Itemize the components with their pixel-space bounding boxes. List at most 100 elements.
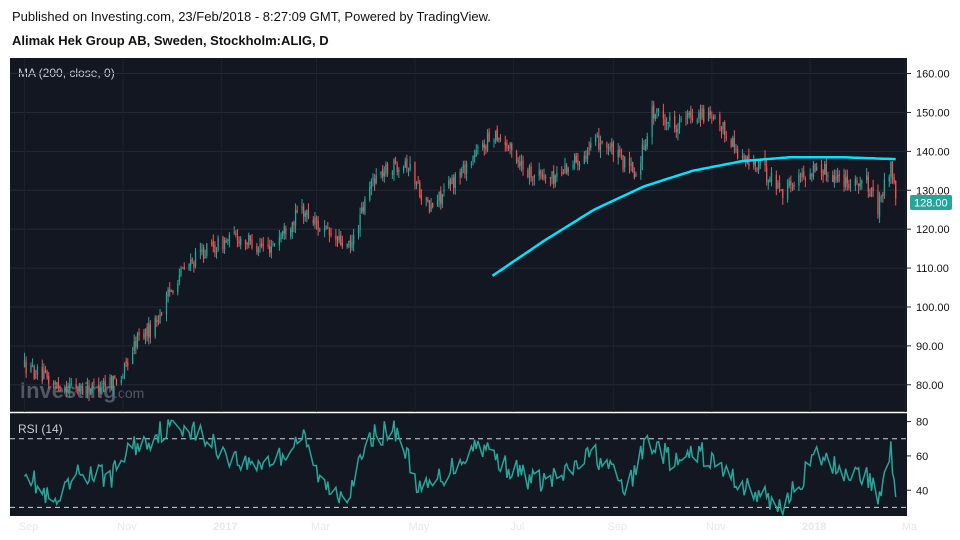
candle-body bbox=[270, 246, 273, 253]
candle-body bbox=[370, 181, 373, 189]
candle-body bbox=[101, 386, 103, 390]
candle-body bbox=[690, 111, 692, 118]
candle-body bbox=[420, 195, 423, 201]
candle-body bbox=[235, 233, 237, 236]
candle-body bbox=[143, 333, 145, 339]
candle-body bbox=[854, 178, 857, 187]
candle-body bbox=[674, 115, 676, 129]
candle-body bbox=[346, 244, 348, 247]
candle-body bbox=[177, 283, 179, 292]
candle-body bbox=[540, 171, 542, 174]
candle-body bbox=[285, 228, 287, 235]
candle-body bbox=[574, 154, 576, 164]
candle-body bbox=[127, 362, 129, 366]
ma-200-line bbox=[491, 155, 896, 277]
candle-body bbox=[312, 219, 314, 224]
candle-body bbox=[803, 171, 805, 177]
candle-body bbox=[816, 166, 818, 171]
candle-body bbox=[640, 162, 642, 175]
candle-body bbox=[691, 115, 694, 121]
candle-body bbox=[138, 332, 140, 336]
candle-body bbox=[338, 236, 340, 242]
candle-body bbox=[278, 237, 281, 246]
candle-body bbox=[488, 131, 490, 142]
candle-body bbox=[43, 370, 45, 380]
candle-body bbox=[267, 244, 269, 247]
candle-body bbox=[611, 143, 613, 147]
candle-body bbox=[206, 243, 208, 256]
price-tick-label: 80.00 bbox=[916, 380, 944, 392]
candle-body bbox=[77, 389, 79, 391]
candle-body bbox=[664, 118, 666, 126]
candle-body bbox=[301, 206, 303, 210]
candle-body bbox=[507, 147, 510, 149]
candle-body bbox=[845, 177, 847, 187]
candle-body bbox=[793, 184, 795, 188]
candle-body bbox=[782, 188, 784, 198]
candle-body bbox=[294, 209, 297, 226]
candle-body bbox=[530, 166, 532, 179]
candle-body bbox=[798, 174, 800, 186]
candle-body bbox=[494, 130, 497, 141]
candle-body bbox=[438, 192, 440, 201]
published-info: Published on Investing.com, 23/Feb/2018 … bbox=[12, 9, 491, 24]
candle-body bbox=[888, 176, 890, 182]
candle-body bbox=[836, 174, 839, 182]
candle-body bbox=[554, 175, 556, 185]
candle-body bbox=[135, 340, 137, 348]
candle-body bbox=[249, 235, 252, 241]
time-tick-label: 2017 bbox=[213, 521, 237, 533]
candle-body bbox=[833, 175, 836, 184]
candle-body bbox=[70, 383, 72, 385]
candle-body bbox=[98, 384, 100, 393]
candle-body bbox=[848, 183, 850, 188]
candle-body bbox=[291, 222, 293, 232]
candle-body bbox=[561, 172, 563, 174]
candle-body bbox=[483, 144, 485, 149]
candle-body bbox=[657, 110, 660, 112]
candle-body bbox=[44, 368, 47, 373]
candle-body bbox=[25, 362, 27, 374]
candle-body bbox=[335, 235, 337, 240]
price-grid bbox=[10, 58, 907, 412]
candle-body bbox=[110, 375, 113, 389]
candle-body bbox=[69, 384, 71, 391]
candle-body bbox=[428, 200, 431, 213]
candle-body bbox=[583, 155, 585, 164]
candle-body bbox=[93, 381, 95, 383]
candle-body bbox=[756, 168, 758, 170]
candle-body bbox=[349, 239, 352, 247]
candlestick-series bbox=[23, 100, 897, 402]
candle-body bbox=[567, 168, 569, 173]
candle-body bbox=[188, 263, 190, 270]
candle-body bbox=[733, 137, 736, 149]
candle-body bbox=[361, 207, 363, 213]
candle-body bbox=[662, 110, 665, 119]
price-tick-label: 140.00 bbox=[916, 146, 950, 158]
last-price-badge-bg bbox=[910, 195, 952, 210]
candle-body bbox=[654, 114, 656, 119]
candle-body bbox=[409, 163, 411, 170]
candle-body bbox=[191, 258, 193, 261]
candle-body bbox=[504, 141, 506, 146]
watermark-suffix: .com bbox=[114, 385, 144, 401]
candle-body bbox=[598, 135, 600, 150]
candle-body bbox=[541, 174, 544, 178]
candle-body bbox=[159, 314, 161, 324]
candle-body bbox=[225, 240, 227, 243]
candle-body bbox=[511, 143, 513, 151]
candle-body bbox=[859, 183, 861, 187]
candle-body bbox=[843, 174, 845, 187]
candle-body bbox=[846, 175, 848, 184]
candle-body bbox=[167, 289, 169, 297]
candle-body bbox=[562, 172, 565, 174]
candle-body bbox=[65, 386, 68, 393]
candle-body bbox=[364, 198, 366, 214]
candle-body bbox=[340, 235, 342, 245]
candle-body bbox=[23, 360, 26, 368]
candle-body bbox=[703, 109, 705, 122]
candle-body bbox=[677, 128, 679, 133]
candle-body bbox=[417, 182, 419, 184]
candle-body bbox=[396, 164, 398, 172]
